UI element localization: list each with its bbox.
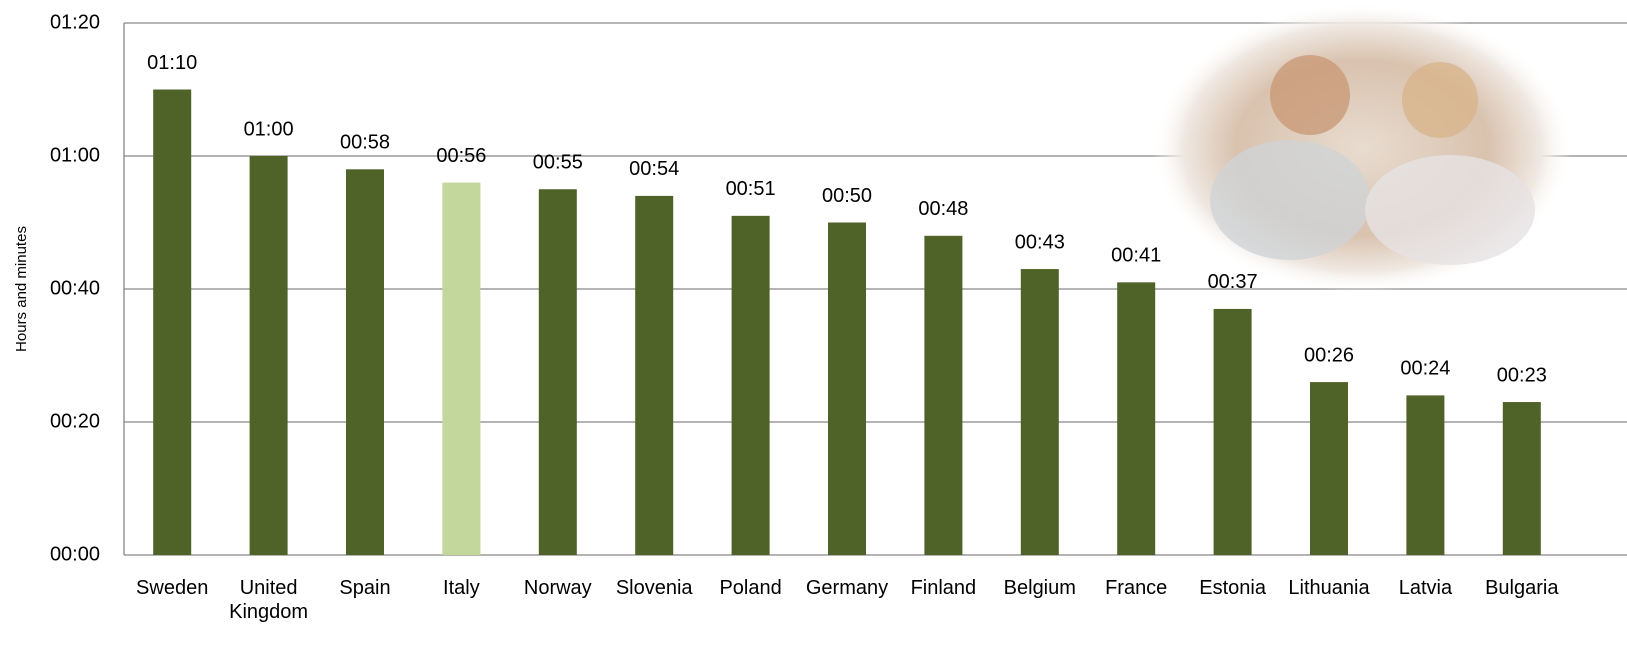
value-label: 00:37 bbox=[1208, 271, 1258, 293]
x-tick-label: Norway bbox=[523, 577, 592, 599]
bar bbox=[1406, 395, 1445, 555]
y-axis-title: Hours and minutes bbox=[13, 226, 30, 352]
x-tick-label: United Kingdom bbox=[229, 577, 309, 623]
x-tick-label: Germany bbox=[805, 577, 889, 599]
y-tick-label: 00:40 bbox=[50, 277, 100, 299]
x-tick-label: Latvia bbox=[1398, 577, 1453, 599]
bar bbox=[346, 169, 384, 556]
y-tick-label: 00:00 bbox=[50, 543, 100, 565]
value-label: 01:00 bbox=[244, 118, 294, 140]
value-label: 00:58 bbox=[340, 132, 390, 154]
value-label: 00:26 bbox=[1304, 344, 1354, 366]
x-tick-label: Slovenia bbox=[615, 577, 693, 599]
value-label: 00:43 bbox=[1015, 231, 1065, 253]
value-label: 00:23 bbox=[1497, 364, 1547, 386]
value-label: 00:56 bbox=[436, 145, 486, 167]
x-tick-label: Lithuania bbox=[1288, 577, 1370, 599]
x-tick-label: Belgium bbox=[1003, 577, 1076, 599]
x-tick-label: Poland bbox=[719, 577, 782, 599]
x-tick-label: Finland bbox=[910, 577, 977, 599]
x-tick-label: Sweden bbox=[136, 577, 209, 599]
bar bbox=[538, 189, 577, 555]
bar bbox=[828, 222, 866, 555]
x-tick-label: Spain bbox=[339, 577, 391, 599]
value-label: 00:55 bbox=[533, 152, 583, 174]
y-tick-label: 00:20 bbox=[50, 410, 100, 432]
x-tick-label: France bbox=[1105, 577, 1168, 599]
value-label: 00:50 bbox=[822, 185, 872, 207]
bar bbox=[153, 89, 192, 555]
value-label: 00:24 bbox=[1400, 358, 1450, 380]
value-label: 00:41 bbox=[1111, 245, 1161, 267]
bar bbox=[1117, 282, 1156, 555]
value-label: 01:10 bbox=[147, 52, 197, 74]
value-label: 00:51 bbox=[726, 178, 776, 200]
x-tick-label: Bulgaria bbox=[1485, 577, 1559, 599]
bar bbox=[442, 182, 481, 555]
bar bbox=[1310, 382, 1348, 555]
bar bbox=[731, 215, 770, 555]
bar bbox=[249, 156, 288, 555]
value-label: 00:48 bbox=[918, 198, 968, 220]
bar bbox=[1502, 402, 1541, 555]
x-tick-label: Estonia bbox=[1199, 577, 1266, 599]
y-tick-label: 01:20 bbox=[50, 11, 100, 33]
y-tick-label: 01:00 bbox=[50, 144, 100, 166]
value-label: 00:54 bbox=[629, 158, 679, 180]
x-tick-label: Italy bbox=[443, 577, 480, 599]
bar bbox=[1020, 269, 1059, 555]
bar bbox=[924, 235, 963, 556]
bar bbox=[635, 195, 674, 555]
bar bbox=[1213, 308, 1252, 555]
